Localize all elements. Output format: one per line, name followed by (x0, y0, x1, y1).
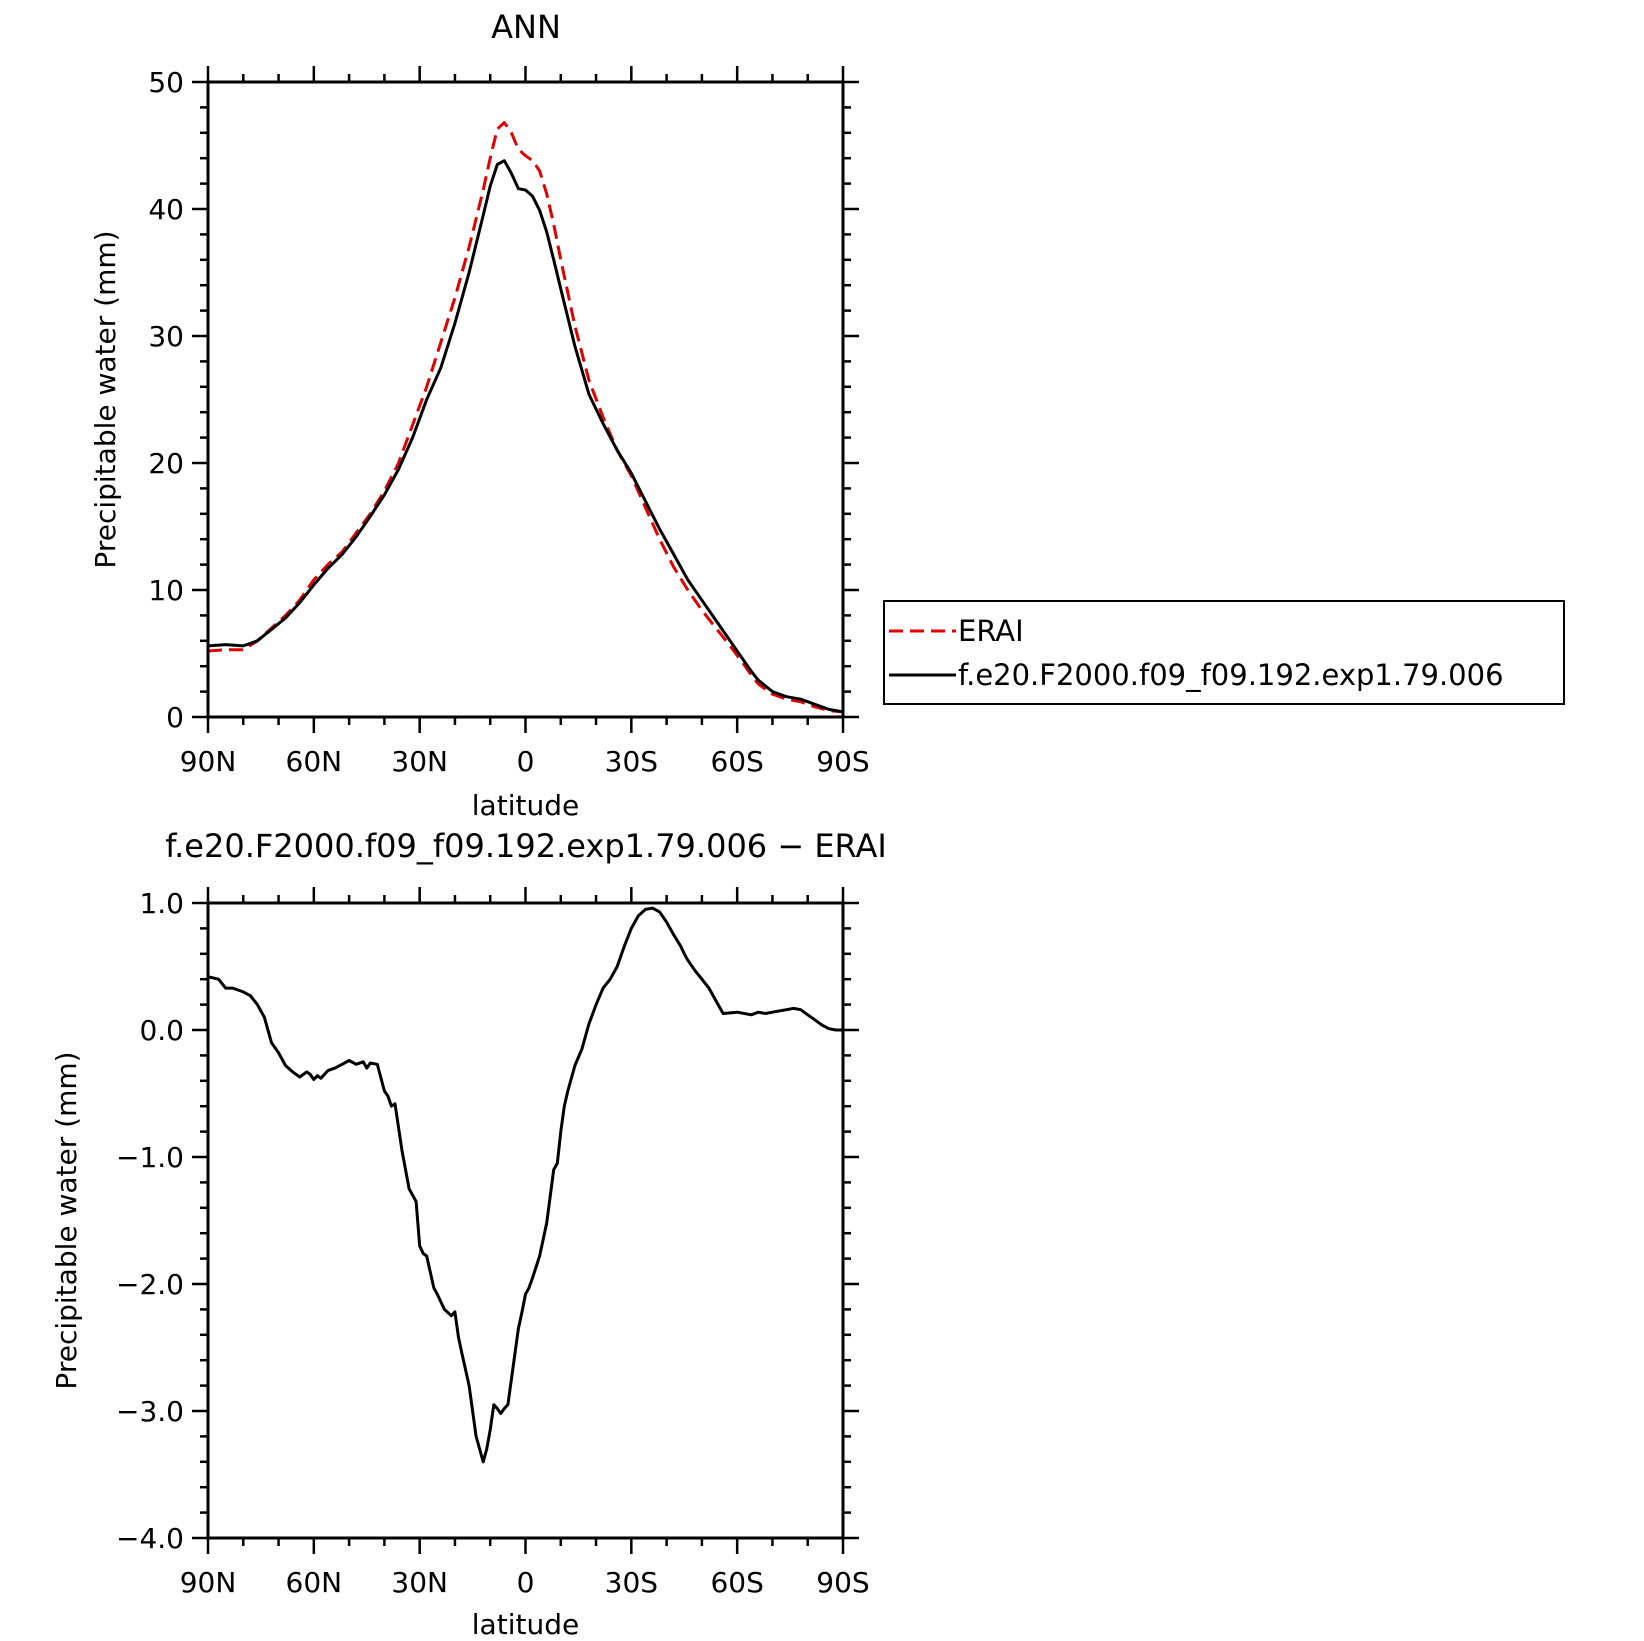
x-tick-label: 30S (605, 1566, 658, 1599)
y-tick-label: 30 (148, 320, 184, 353)
x-tick-label: 90N (180, 745, 237, 778)
y-tick-label: 0.0 (139, 1014, 184, 1047)
top-chart: ANN 90N 60N 30N 0 30S 60S 90S 0 10 20 30 40 50 latitud… (89, 8, 1565, 822)
chart-title: ANN (491, 8, 561, 46)
y-tick-label: 1.0 (139, 887, 184, 920)
chart-title: f.e20.F2000.f09_f09.192.exp1.79.006 − ER… (165, 827, 887, 865)
y-tick-label: 0 (166, 701, 184, 734)
y-tick-label: −4.0 (116, 1522, 184, 1555)
y-tick-label: 10 (148, 574, 184, 607)
y-tick-label: 50 (148, 66, 184, 99)
x-tick-label: 60S (710, 745, 763, 778)
x-tick-label: 0 (517, 745, 535, 778)
bottom-chart: f.e20.F2000.f09_f09.192.exp1.79.006 − ER… (50, 827, 887, 1641)
y-axis-label: Precipitable water (mm) (50, 1051, 83, 1389)
y-axis-label: Precipitable water (mm) (89, 230, 122, 568)
x-tick-label: 30N (391, 1566, 448, 1599)
plot-frame (206, 901, 845, 1540)
legend-box (883, 600, 1565, 705)
y-tick-label: −3.0 (116, 1395, 184, 1428)
series-line-model (208, 159, 843, 714)
legend: ERAI f.e20.F2000.f09_f09.192.exp1.79.006 (883, 600, 1565, 705)
x-axis-label: latitude (472, 1608, 579, 1641)
x-tick-label: 90N (180, 1566, 237, 1599)
y-tick-label: 20 (148, 447, 184, 480)
x-tick-label: 0 (517, 1566, 535, 1599)
y-tick-label: −1.0 (116, 1141, 184, 1174)
legend-label: ERAI (958, 614, 1024, 648)
series-line-difference (208, 906, 843, 1464)
x-tick-label: 90S (816, 1566, 869, 1599)
x-tick-label: 30N (391, 745, 448, 778)
plot-frame (206, 80, 845, 719)
x-tick-label: 60N (286, 745, 343, 778)
x-tick-label: 60N (286, 1566, 343, 1599)
x-tick-label: 30S (605, 745, 658, 778)
series-line-erai (208, 121, 843, 714)
y-tick-label: 40 (148, 193, 184, 226)
x-tick-label: 60S (710, 1566, 763, 1599)
legend-label: f.e20.F2000.f09_f09.192.exp1.79.006 (958, 658, 1504, 692)
y-tick-label: −2.0 (116, 1268, 184, 1301)
x-axis-label: latitude (472, 789, 579, 822)
x-tick-label: 90S (816, 745, 869, 778)
